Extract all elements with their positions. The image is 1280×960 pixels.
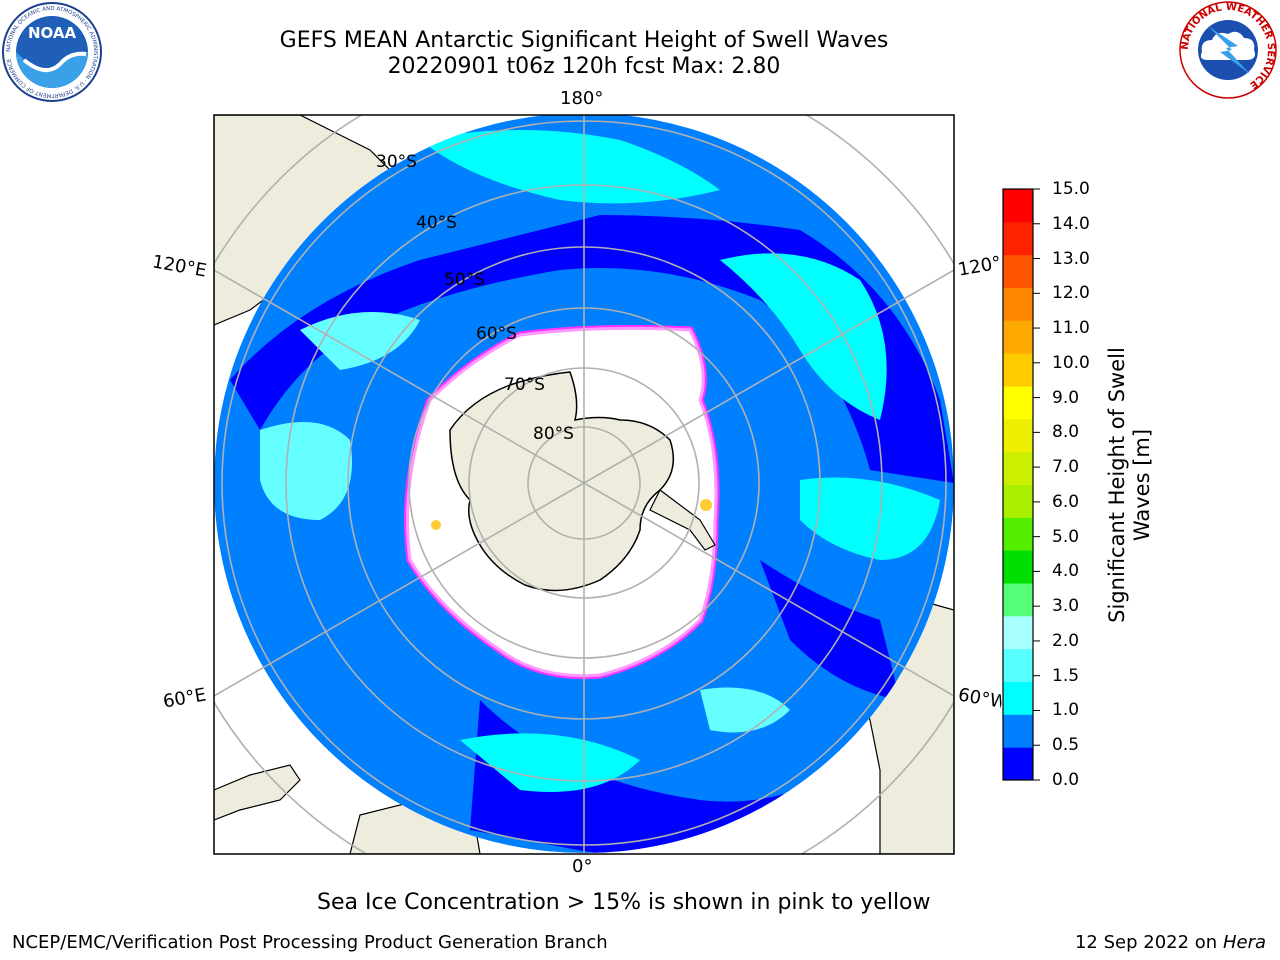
swell-high-pacific-east	[720, 253, 887, 420]
colorbar-tick-label: 5.0	[1052, 526, 1080, 547]
colorbar-swatch	[1003, 714, 1033, 748]
land-antarctic-peninsula	[649, 489, 716, 551]
lat-label-30s: 30°S	[376, 152, 417, 172]
swell-high-atlantic	[460, 733, 640, 792]
nws-logo: NATIONAL WEATHER SERVICE	[1179, 1, 1277, 99]
graticule	[214, 115, 954, 854]
map-panel	[214, 115, 954, 854]
colorbar-tick-label: 9.0	[1052, 387, 1080, 408]
title-line-1: GEFS MEAN Antarctic Significant Height o…	[279, 28, 889, 53]
colorbar-tick-label: 7.0	[1052, 457, 1080, 478]
colorbar-tick-label: 10.0	[1052, 352, 1090, 373]
colorbar-tick-label: 15.0	[1052, 179, 1090, 199]
colorbar-tick-label: 13.0	[1052, 248, 1090, 269]
colorbar-swatch	[1003, 189, 1033, 223]
colorbar	[1003, 188, 1040, 781]
colorbar-swatch	[1003, 681, 1033, 715]
swell-higher-indian	[260, 422, 352, 520]
colorbar-swatch	[1003, 648, 1033, 682]
colorbar-tick-label: 14.0	[1052, 213, 1090, 234]
colorbar-swatch	[1003, 550, 1033, 584]
footer-host: Hera	[1222, 932, 1266, 953]
land-madagascar	[214, 764, 301, 821]
meridian-120e	[214, 269, 585, 484]
colorbar-swatch	[1003, 353, 1033, 387]
ice-edge-yellow-patch	[431, 520, 441, 530]
colorbar-tick-label: 11.0	[1052, 318, 1090, 339]
colorbar-tick-label: 2.0	[1052, 630, 1080, 651]
footer-date: 12 Sep 2022 on Hera	[1000, 932, 1266, 953]
lon-label-180: 180°	[560, 88, 604, 109]
meridian-120w	[583, 269, 954, 484]
footer-credit: NCEP/EMC/Verification Post Processing Pr…	[12, 932, 608, 953]
colorbar-swatch	[1003, 517, 1033, 551]
colorbar-tick-label: 0.5	[1052, 735, 1080, 756]
footer-date-text: 12 Sep 2022 on	[1074, 932, 1218, 953]
colorbar-swatch	[1003, 451, 1033, 485]
colorbar-frame	[1002, 188, 1034, 781]
colorbar-tick-label: 12.0	[1052, 283, 1090, 304]
meridian-60e	[214, 482, 585, 697]
sea-ice-note: Sea Ice Concentration > 15% is shown in …	[317, 890, 931, 915]
ice-edge-yellow-patch	[700, 499, 712, 511]
lat-label-40s: 40°S	[416, 213, 457, 233]
colorbar-tick-label: 6.0	[1052, 491, 1080, 512]
colorbar-tick-label: 1.5	[1052, 665, 1080, 686]
colorbar-swatch	[1003, 287, 1033, 321]
colorbar-swatch	[1003, 254, 1033, 288]
colorbar-swatch	[1003, 583, 1033, 617]
swell-high-pacific	[420, 130, 720, 204]
colorbar-label: Significant Height of Swell Waves [m]	[1105, 347, 1154, 623]
colorbar-swatch	[1003, 418, 1033, 453]
title-line-2: 20220901 t06z 120h fcst Max: 2.80	[387, 54, 781, 79]
lat-label-50s: 50°S	[444, 270, 485, 290]
lat-label-60s: 60°S	[476, 324, 517, 344]
colorbar-swatch	[1003, 221, 1033, 256]
colorbar-swatch	[1003, 320, 1033, 354]
swell-higher-atlantic	[700, 687, 790, 733]
colorbar-swatch	[1003, 386, 1033, 420]
colorbar-tick-label: 8.0	[1052, 422, 1080, 443]
colorbar-swatch	[1003, 747, 1033, 781]
swell-band-low-drake	[760, 560, 900, 700]
noaa-logo: NOAA NATIONAL OCEANIC AND ATMOSPHERIC AD…	[2, 2, 102, 102]
colorbar-tick-label: 3.0	[1052, 596, 1080, 617]
colorbar-tick-label: 1.0	[1052, 700, 1080, 721]
meridian-60w	[583, 482, 954, 697]
lat-label-70s: 70°S	[504, 375, 545, 395]
map-frame	[213, 114, 955, 855]
colorbar-swatch	[1003, 615, 1033, 650]
lat-label-80s: 80°S	[533, 424, 574, 444]
noaa-logo-text: NOAA	[28, 24, 77, 42]
colorbar-swatch	[1003, 484, 1033, 518]
swell-high-atlantic-west	[800, 477, 940, 560]
lon-label-0: 0°	[572, 856, 593, 877]
colorbar-tick-label: 4.0	[1052, 561, 1080, 582]
colorbar-tick-label: 0.0	[1052, 770, 1080, 790]
